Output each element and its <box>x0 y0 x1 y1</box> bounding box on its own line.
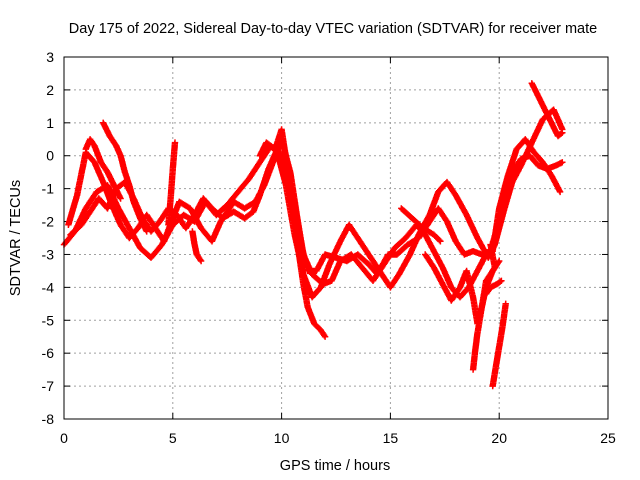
series-group <box>256 126 329 340</box>
series-group <box>100 119 150 235</box>
x-tick-label: 25 <box>600 430 616 446</box>
y-tick-label: -8 <box>42 411 55 427</box>
series-group <box>189 228 205 265</box>
x-tick-label: 15 <box>383 430 399 446</box>
grid <box>64 57 608 419</box>
y-tick-label: -6 <box>42 345 55 361</box>
data-point-markers <box>100 119 150 235</box>
y-tick-label: 1 <box>46 115 54 131</box>
y-tick-label: -5 <box>42 312 55 328</box>
data-point-markers <box>82 136 124 202</box>
series-group <box>165 139 179 228</box>
x-axis-ticks: 0 5 10 15 20 25 <box>60 57 616 446</box>
data-point-markers <box>256 126 329 340</box>
y-tick-label: -4 <box>42 279 55 295</box>
plot-frame <box>63 56 609 420</box>
data-point-markers <box>528 80 566 140</box>
y-tick-label: 0 <box>46 148 54 164</box>
y-tick-label: 2 <box>46 82 54 98</box>
series-group <box>398 205 444 245</box>
x-tick-label: 20 <box>491 430 507 446</box>
data-point-markers <box>189 228 205 265</box>
chart-title: Day 175 of 2022, Sidereal Day-to-day VTE… <box>69 21 597 37</box>
data-point-markers <box>165 139 179 228</box>
y-tick-label: -7 <box>42 378 55 394</box>
y-axis-label: SDTVAR / TECUs <box>8 180 24 296</box>
y-tick-label: 3 <box>46 49 54 65</box>
data-point-markers <box>482 277 505 298</box>
data-point-markers <box>398 205 444 245</box>
y-tick-label: -1 <box>42 181 55 197</box>
series-group <box>82 136 124 202</box>
series-group <box>482 277 505 298</box>
data-point-markers <box>489 300 509 390</box>
x-tick-label: 0 <box>60 430 68 446</box>
y-tick-label: -3 <box>42 246 55 262</box>
series-group <box>469 241 498 373</box>
data-points <box>60 80 566 390</box>
y-tick-label: -2 <box>42 214 55 230</box>
series-group <box>489 300 509 390</box>
series-group <box>528 80 566 140</box>
x-axis-label: GPS time / hours <box>280 458 390 474</box>
data-point-markers <box>469 241 498 373</box>
x-tick-label: 5 <box>169 430 177 446</box>
x-tick-label: 10 <box>274 430 290 446</box>
